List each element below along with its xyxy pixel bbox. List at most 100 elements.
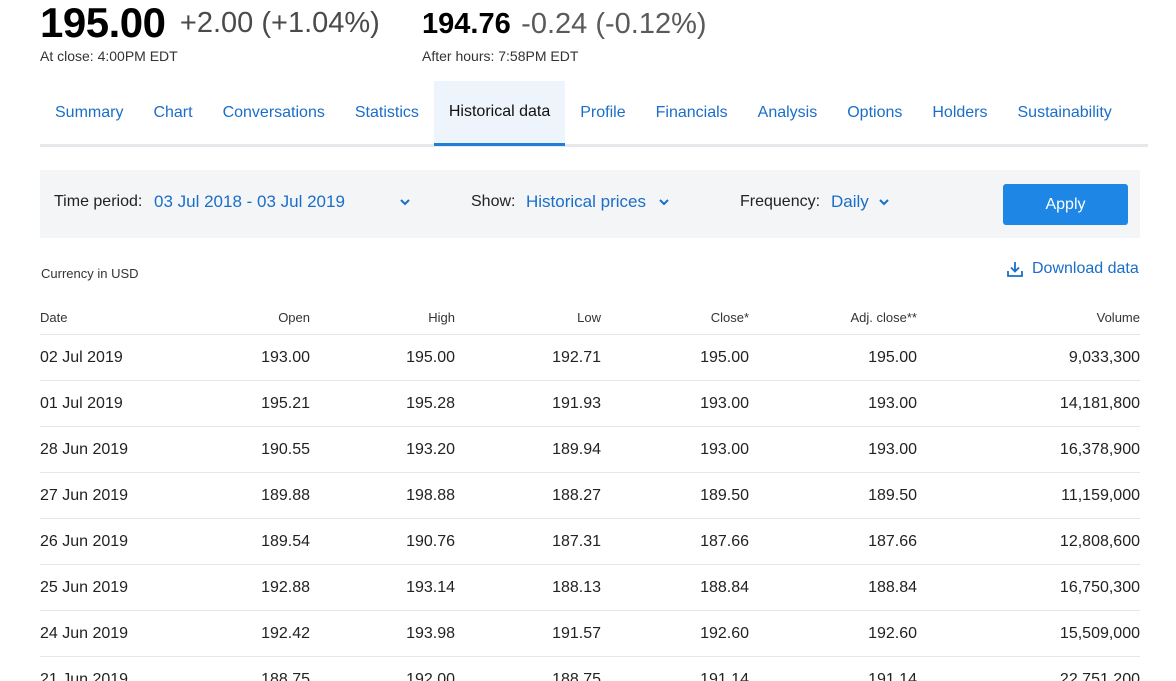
tab-sustainability[interactable]: Sustainability [1017, 104, 1112, 121]
table-cell: 192.00 [406, 671, 455, 681]
chevron-down-icon[interactable] [657, 195, 671, 209]
historical-prices-table: Date Open High Low Close* Adj. close** Volume … [40, 302, 1140, 681]
table-cell: 188.84 [868, 579, 917, 596]
table-cell: 187.66 [700, 533, 749, 550]
closing-change: +2.00 (+1.04%) [179, 7, 380, 39]
tab-summary[interactable]: Summary [55, 104, 124, 121]
after-hours-time-label: After hours: 7:58PM EDT [422, 48, 579, 64]
column-header: High [428, 310, 455, 325]
table-cell: 198.88 [406, 487, 455, 504]
table-cell: 195.00 [406, 349, 455, 366]
closing-quote: 195.00 +2.00 (+1.04%) [40, 0, 380, 46]
table-cell: 22,751,200 [1059, 671, 1140, 681]
table-cell: 193.98 [406, 625, 455, 642]
column-header: Adj. close** [850, 310, 917, 325]
table-cell: 195.28 [406, 395, 455, 412]
table-cell: 193.00 [700, 441, 749, 458]
table-row: 21 Jun 2019 188.75 192.00 188.75 191.14 191.1… [40, 657, 1140, 681]
table-row: 25 Jun 2019 192.88 193.14 188.13 188.84 188.8… [40, 565, 1140, 611]
tab-options[interactable]: Options [847, 104, 903, 121]
table-cell: 16,750,300 [1059, 579, 1140, 596]
show-label: Show: [471, 193, 516, 210]
table-cell: 02 Jul 2019 [40, 349, 123, 366]
table-cell: 188.84 [700, 579, 749, 596]
table-cell: 188.75 [261, 671, 310, 681]
table-cell: 188.75 [552, 671, 601, 681]
tab-profile[interactable]: Profile [580, 104, 626, 121]
table-cell: 21 Jun 2019 [40, 671, 129, 681]
table-cell: 188.13 [552, 579, 601, 596]
table-cell: 193.00 [868, 395, 917, 412]
after-hours-price: 194.76 [422, 8, 511, 40]
table-cell: 195.00 [700, 349, 749, 366]
table-row: 28 Jun 2019 190.55 193.20 189.94 193.00 193.0… [40, 427, 1140, 473]
table-cell: 193.00 [261, 349, 310, 366]
table-cell: 191.14 [868, 671, 917, 681]
table-cell: 189.94 [552, 441, 601, 458]
time-period-dropdown[interactable]: 03 Jul 2018 - 03 Jul 2019 [154, 192, 345, 211]
table-cell: 189.88 [261, 487, 310, 504]
table-cell: 12,808,600 [1059, 533, 1140, 550]
table-header-row: Date Open High Low Close* Adj. close** Volume [40, 302, 1140, 335]
table-cell: 191.14 [700, 671, 749, 681]
column-header: Low [577, 310, 601, 325]
table-cell: 195.00 [868, 349, 917, 366]
table-cell: 191.93 [552, 395, 601, 412]
tab-financials[interactable]: Financials [655, 104, 728, 121]
download-icon [1007, 262, 1023, 277]
currency-note: Currency in USD [41, 266, 139, 281]
frequency-dropdown[interactable]: Daily [831, 192, 869, 211]
tab-statistics[interactable]: Statistics [354, 104, 419, 121]
frequency-label: Frequency: [740, 193, 821, 210]
table-cell: 15,509,000 [1059, 625, 1140, 642]
table-cell: 24 Jun 2019 [40, 625, 129, 642]
table-cell: 14,181,800 [1059, 395, 1140, 412]
table-cell: 11,159,000 [1061, 487, 1140, 504]
after-hours-quote: 194.76 -0.24 (-0.12%) After hours: 7:58P… [422, 0, 707, 64]
column-header: Volume [1096, 310, 1140, 325]
table-cell: 189.50 [700, 487, 749, 504]
table-cell: 190.76 [406, 533, 455, 550]
filter-bar: Time period: 03 Jul 2018 - 03 Jul 2019 S… [40, 170, 1140, 238]
download-data-link[interactable]: Download data [1006, 260, 1139, 278]
table-cell: 25 Jun 2019 [40, 579, 129, 596]
table-row: 26 Jun 2019 189.54 190.76 187.31 187.66 187.6… [40, 519, 1140, 565]
table-cell: 192.71 [552, 349, 601, 366]
table-cell: 189.50 [868, 487, 917, 504]
after-hours-change: -0.24 (-0.12%) [521, 8, 707, 40]
show-dropdown[interactable]: Historical prices [526, 192, 646, 211]
table-cell: 193.00 [868, 441, 917, 458]
column-header: Date [40, 310, 68, 325]
tab-conversations[interactable]: Conversations [222, 104, 325, 121]
table-cell: 187.66 [868, 533, 917, 550]
closing-price: 195.00 [40, 0, 166, 46]
apply-button[interactable]: Apply [1003, 184, 1128, 225]
download-data-label: Download data [1032, 260, 1139, 277]
tab-chart[interactable]: Chart [153, 104, 193, 121]
table-row: 01 Jul 2019 195.21 195.28 191.93 193.00 193.0… [40, 381, 1140, 427]
table-cell: 190.55 [261, 441, 310, 458]
table-cell: 16,378,900 [1059, 441, 1140, 458]
table-row: 24 Jun 2019 192.42 193.98 191.57 192.60 192.6… [40, 611, 1140, 657]
table-cell: 27 Jun 2019 [40, 487, 129, 504]
table-row: 02 Jul 2019 193.00 195.00 192.71 195.00 195.0… [40, 335, 1140, 381]
table-cell: 193.20 [406, 441, 455, 458]
table-cell: 26 Jun 2019 [40, 533, 129, 550]
table-cell: 193.00 [700, 395, 749, 412]
column-header: Open [278, 310, 310, 325]
tab-analysis[interactable]: Analysis [757, 104, 818, 121]
table-cell: 188.27 [552, 487, 601, 504]
tab-holders[interactable]: Holders [932, 104, 988, 121]
table-cell: 192.60 [700, 625, 749, 642]
table-cell: 192.42 [261, 625, 310, 642]
table-cell: 195.21 [261, 395, 310, 412]
chevron-down-icon[interactable] [877, 195, 891, 209]
table-cell: 192.60 [868, 625, 917, 642]
table-cell: 191.57 [552, 625, 601, 642]
table-cell: 28 Jun 2019 [40, 441, 129, 458]
column-header: Close* [710, 310, 749, 325]
chevron-down-icon[interactable] [398, 195, 412, 209]
tab-historical-data[interactable]: Historical data [433, 81, 566, 146]
table-cell: 01 Jul 2019 [40, 395, 123, 412]
